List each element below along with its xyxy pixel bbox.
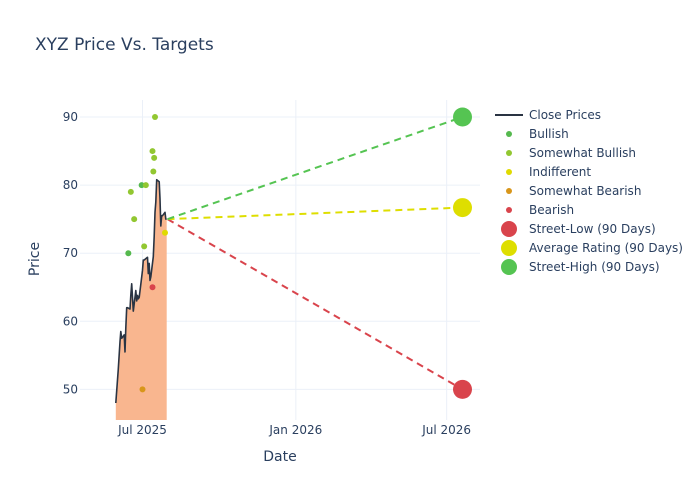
- somewhat-bullish-rating-point: [131, 216, 138, 223]
- rating-markers: [125, 114, 168, 393]
- y-tick-label: 90: [63, 110, 78, 124]
- somewhat-bullish-rating-point: [151, 154, 158, 161]
- average-rating-90-days-line: [167, 206, 463, 221]
- legend-label-close-prices: Close Prices: [529, 108, 601, 122]
- legend-label-somewhat-bearish: Somewhat Bearish: [529, 184, 641, 198]
- somewhat-bullish-rating-point: [149, 148, 156, 155]
- somewhat-bullish-rating-point: [127, 188, 134, 195]
- legend-symbol-somewhat-bullish: [506, 150, 512, 156]
- y-tick-label: 50: [63, 382, 78, 396]
- x-axis-ticks: Jul 2025 Jan 2026 Jul 2026: [117, 423, 471, 437]
- legend-label-average-rating-90-days: Average Rating (90 Days): [529, 241, 683, 255]
- bullish-rating-point: [125, 250, 132, 257]
- y-tick-label: 60: [63, 314, 78, 328]
- close-price-line: [115, 178, 167, 404]
- chart-title: XYZ Price Vs. Targets: [35, 35, 214, 55]
- bullish-rating-point: [138, 182, 145, 189]
- close-price-area: [115, 179, 167, 420]
- target-markers: [453, 107, 472, 399]
- street-high-90-days-line: [167, 116, 463, 221]
- legend-symbol-bearish: [506, 207, 512, 213]
- somewhat-bullish-rating-point: [150, 168, 157, 175]
- legend-label-street-low-90-days: Street-Low (90 Days): [529, 222, 656, 236]
- x-axis-title: Date: [263, 449, 296, 465]
- legend-symbol-street-low-90-days: [501, 221, 517, 237]
- somewhat-bullish-rating-point: [152, 114, 158, 121]
- legend-symbol-street-high-90-days: [501, 259, 517, 275]
- legend-symbol-average-rating-90-days: [501, 240, 517, 256]
- x-tick-label: Jan 2026: [268, 423, 322, 437]
- somewhat-bearish-rating-point: [139, 386, 146, 393]
- legend-label-indifferent: Indifferent: [529, 165, 591, 179]
- legend-label-bullish: Bullish: [529, 127, 569, 141]
- legend-symbol-somewhat-bearish: [506, 188, 512, 194]
- street-low-90-days-line: [167, 218, 463, 391]
- street-low-90-days-marker: [453, 379, 472, 399]
- y-axis-ticks: 50 60 70 80 90: [63, 110, 78, 396]
- x-tick-label: Jul 2026: [421, 423, 471, 437]
- legend: Close Prices Bullish Somewhat Bullish Indif…: [495, 108, 683, 275]
- y-tick-label: 80: [63, 178, 78, 192]
- bearish-rating-point: [149, 284, 156, 291]
- x-tick-label: Jul 2025: [117, 423, 167, 437]
- legend-label-street-high-90-days: Street-High (90 Days): [529, 260, 660, 274]
- average-rating-90-days-marker: [453, 198, 472, 218]
- somewhat-bullish-rating-point: [142, 182, 149, 189]
- legend-label-bearish: Bearish: [529, 203, 574, 217]
- legend-symbol-bullish: [506, 131, 512, 137]
- legend-symbol-indifferent: [506, 169, 512, 175]
- plot-area: [80, 100, 480, 420]
- y-axis-title: Price: [27, 242, 43, 276]
- close-price-series: [115, 178, 167, 404]
- street-high-90-days-marker: [453, 107, 472, 127]
- close-price-fill: [115, 179, 167, 420]
- y-tick-label: 70: [63, 246, 78, 260]
- target-lines: [167, 116, 463, 391]
- legend-label-somewhat-bullish: Somewhat Bullish: [529, 146, 636, 160]
- somewhat-bullish-rating-point: [141, 243, 148, 250]
- indifferent-rating-point: [162, 229, 168, 236]
